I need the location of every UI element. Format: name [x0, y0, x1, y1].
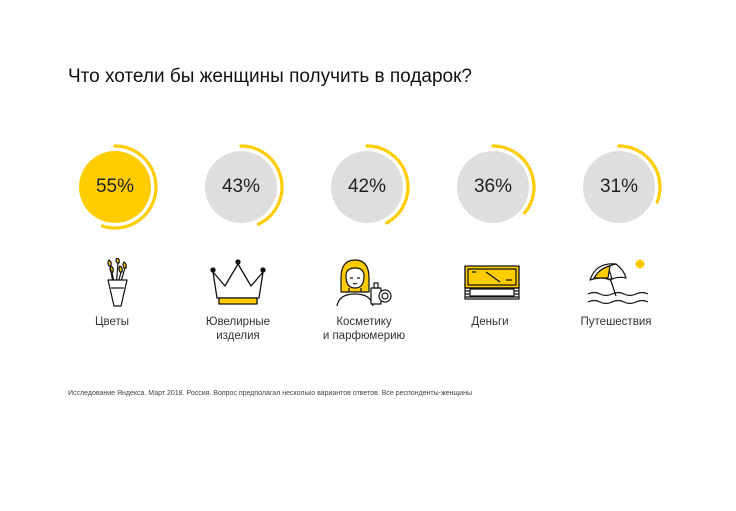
progress-arc — [100, 144, 158, 230]
progress-circle-money: 36% — [454, 142, 544, 232]
chart-panel — [54, 52, 679, 404]
progress-disc — [79, 151, 151, 223]
category-label-flowers: Цветы — [94, 316, 130, 328]
progress-disc — [205, 151, 277, 223]
progress-disc — [457, 151, 529, 223]
progress-arc — [365, 144, 410, 225]
progress-circle-cosmetics: 42% — [328, 142, 418, 232]
progress-ring — [79, 144, 158, 230]
progress-circle-travel: 31% — [580, 142, 670, 232]
percent-label: 43% — [221, 176, 261, 197]
beach-umbrella-icon — [587, 259, 649, 305]
progress-disc — [331, 151, 403, 223]
progress-ring — [205, 144, 284, 226]
progress-circle-flowers: 55% — [76, 142, 166, 232]
progress-disc — [583, 151, 655, 223]
category-label-jewelry: Ювелирные изделия — [205, 316, 271, 342]
progress-arc — [491, 144, 536, 215]
progress-ring — [583, 144, 662, 223]
money-stack-icon — [464, 265, 520, 300]
percent-label: 55% — [95, 176, 135, 197]
progress-circle-jewelry: 43% — [202, 142, 292, 232]
woman-perfume-icon — [336, 259, 392, 307]
crown-icon — [210, 259, 266, 305]
category-label-money: Деньги — [471, 316, 509, 328]
percent-label: 36% — [473, 176, 513, 197]
progress-ring — [457, 144, 536, 223]
category-label-travel: Путешествия — [580, 316, 652, 328]
chart-title: Что хотели бы женщины получить в подарок… — [68, 66, 472, 87]
flowers-bouquet-icon — [107, 258, 128, 307]
progress-ring — [331, 144, 410, 225]
category-label-cosmetics: Косметику и парфюмерию — [322, 316, 406, 342]
footnote: Исследование Яндекса. Март 2018. Россия.… — [68, 390, 472, 397]
percent-label: 42% — [347, 176, 387, 197]
percent-label: 31% — [599, 176, 639, 197]
progress-arc — [239, 144, 284, 226]
progress-arc — [617, 144, 662, 204]
